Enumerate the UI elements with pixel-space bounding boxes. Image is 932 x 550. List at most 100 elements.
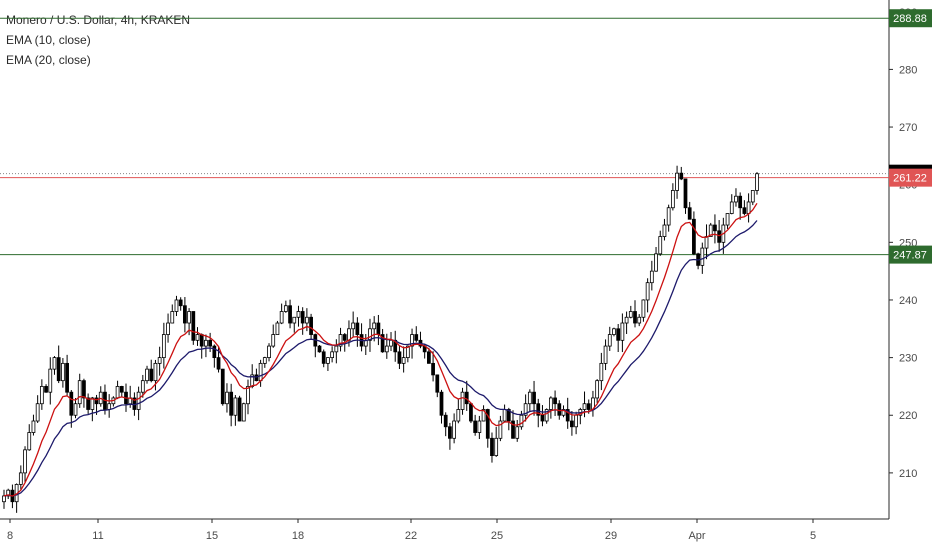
candle-body bbox=[675, 172, 679, 191]
candle-body bbox=[69, 391, 74, 416]
candle-body bbox=[246, 386, 250, 405]
candle-body bbox=[616, 328, 621, 341]
candle-body bbox=[734, 195, 738, 203]
candle-body bbox=[645, 282, 650, 301]
price-label-text: 261.22 bbox=[893, 173, 927, 185]
candle-body bbox=[725, 213, 730, 226]
candle-body bbox=[519, 414, 524, 428]
candle-body bbox=[738, 195, 743, 209]
candle-body bbox=[460, 391, 465, 410]
candle-body bbox=[271, 334, 276, 347]
candle-body bbox=[115, 386, 120, 399]
candle-body bbox=[61, 362, 65, 382]
candle-body bbox=[431, 362, 435, 376]
candle-body bbox=[502, 409, 507, 422]
x-tick-label: 5 bbox=[810, 530, 816, 542]
candle-body bbox=[565, 409, 570, 422]
candle-body bbox=[570, 420, 574, 428]
candle-body bbox=[401, 357, 406, 364]
candle-body bbox=[700, 247, 705, 266]
y-tick-label: 240 bbox=[899, 295, 917, 307]
candle-body bbox=[35, 403, 40, 422]
candle-body bbox=[27, 432, 32, 451]
chart-legend: Monero / U.S. Dollar, 4h, KRAKEN EMA (10… bbox=[6, 10, 190, 70]
candle-body bbox=[296, 311, 301, 318]
candle-body bbox=[477, 420, 482, 433]
candle-body bbox=[628, 311, 633, 318]
candle-body bbox=[658, 236, 663, 255]
candle-body bbox=[216, 357, 221, 370]
candle-body bbox=[52, 357, 57, 370]
candle-body bbox=[292, 316, 297, 324]
candle-body bbox=[262, 357, 267, 364]
candle-body bbox=[498, 420, 503, 439]
candle-body bbox=[662, 224, 667, 237]
candle-body bbox=[452, 420, 456, 439]
candle-body bbox=[485, 409, 490, 439]
candle-body bbox=[309, 316, 313, 335]
candle-body bbox=[540, 414, 545, 422]
candle-body bbox=[523, 403, 528, 416]
y-tick-label: 280 bbox=[899, 64, 917, 76]
candle-body bbox=[65, 362, 69, 393]
candle-body bbox=[717, 230, 722, 243]
x-tick-label: 11 bbox=[92, 530, 103, 542]
candle-body bbox=[380, 334, 385, 353]
candle-body bbox=[288, 305, 292, 324]
candle-body bbox=[397, 351, 402, 364]
y-tick-label: 220 bbox=[899, 410, 917, 422]
candle-body bbox=[82, 380, 86, 399]
candle-body bbox=[174, 299, 179, 312]
candle-body bbox=[254, 374, 259, 382]
candle-body bbox=[427, 351, 431, 364]
candle-body bbox=[481, 409, 486, 422]
price-label-box bbox=[889, 168, 932, 187]
candle-body bbox=[490, 437, 494, 456]
candle-body bbox=[574, 414, 578, 428]
candle-body bbox=[39, 386, 44, 405]
candle-body bbox=[607, 334, 612, 347]
candle-body bbox=[586, 403, 591, 410]
x-tick-label: 22 bbox=[405, 530, 417, 542]
candle-body bbox=[199, 334, 204, 347]
candle-body bbox=[494, 437, 499, 456]
candle-body bbox=[355, 322, 360, 335]
candle-body bbox=[187, 311, 191, 324]
symbol-title: Monero / U.S. Dollar, 4h, KRAKEN bbox=[6, 13, 191, 27]
x-tick-label: 25 bbox=[491, 530, 503, 542]
candle-body bbox=[687, 207, 692, 220]
candle-body bbox=[384, 345, 389, 353]
candle-body bbox=[351, 322, 356, 330]
candle-body bbox=[582, 403, 587, 410]
candle-body bbox=[204, 339, 208, 347]
candle-body bbox=[18, 472, 23, 485]
candle-body bbox=[31, 420, 36, 433]
candle-body bbox=[536, 403, 541, 416]
candle-body bbox=[679, 172, 684, 180]
candle-body bbox=[237, 397, 242, 422]
candle-body bbox=[405, 345, 410, 359]
ema10-legend-label: EMA (10, close) bbox=[6, 33, 91, 47]
candle-body bbox=[229, 391, 234, 416]
candle-body bbox=[136, 391, 141, 410]
candle-body bbox=[326, 357, 330, 364]
candle-body bbox=[755, 173, 759, 191]
candle-body bbox=[511, 420, 515, 439]
candle-body bbox=[469, 403, 473, 422]
candle-body bbox=[704, 236, 709, 249]
candle-body bbox=[473, 420, 478, 433]
candle-body bbox=[275, 322, 280, 335]
candle-body bbox=[178, 299, 183, 307]
candle-body bbox=[170, 311, 175, 324]
candle-body bbox=[448, 426, 452, 439]
candle-body bbox=[191, 311, 196, 341]
candle-body bbox=[283, 305, 288, 312]
candle-body bbox=[506, 409, 511, 422]
candle-body bbox=[149, 368, 154, 382]
candle-body bbox=[321, 351, 326, 364]
price-label-box bbox=[889, 245, 932, 264]
candle-body bbox=[654, 253, 658, 272]
candle-body bbox=[107, 403, 112, 410]
candle-body bbox=[389, 339, 393, 347]
